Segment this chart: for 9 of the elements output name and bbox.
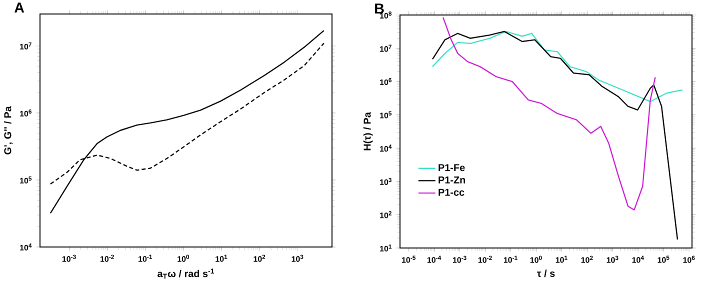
x-axis-title: a$_{T}$ω / rad s$^{-1}$ — [158, 268, 214, 279]
legend-label: P1-cc — [438, 188, 464, 196]
legend-label: P1-Fe — [438, 164, 465, 172]
y-axis-title: G', G'' / Pa — [4, 106, 13, 154]
chart-title: B — [375, 4, 384, 14]
legend-label: P1-Zn — [438, 176, 466, 184]
x-axis-title: τ / s — [536, 270, 555, 278]
y-axis-title: H(τ) / Pa — [363, 112, 373, 150]
chart-title: A — [14, 2, 24, 12]
